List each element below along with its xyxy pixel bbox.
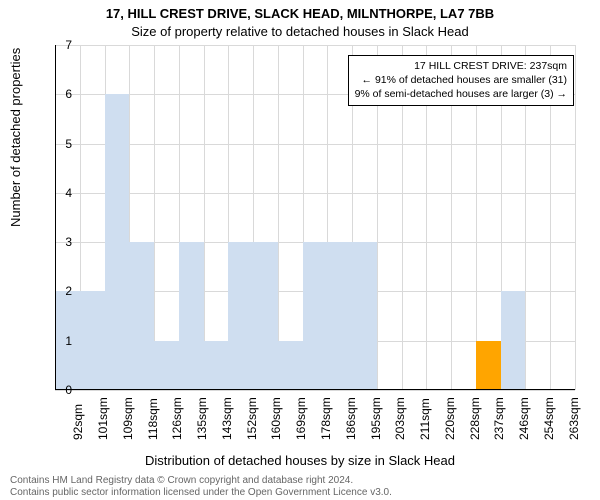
footer-line-2: Contains public sector information licen… bbox=[10, 487, 392, 498]
x-tick-label: 126sqm bbox=[170, 397, 184, 440]
highlight-bar bbox=[476, 341, 501, 390]
x-tick-label: 143sqm bbox=[220, 397, 234, 440]
y-tick-label: 2 bbox=[65, 284, 72, 298]
bar bbox=[80, 291, 105, 390]
x-tick-label: 254sqm bbox=[542, 397, 556, 440]
chart-title-2: Size of property relative to detached ho… bbox=[0, 24, 600, 39]
gridline-h bbox=[55, 390, 575, 391]
x-tick-label: 169sqm bbox=[294, 397, 308, 440]
bar bbox=[129, 242, 154, 390]
x-tick-label: 211sqm bbox=[418, 398, 432, 440]
annotation-box: 17 HILL CREST DRIVE: 237sqm ← 91% of det… bbox=[348, 55, 574, 106]
y-tick-label: 0 bbox=[65, 383, 72, 397]
x-axis-line bbox=[55, 389, 575, 390]
x-tick-label: 195sqm bbox=[369, 397, 383, 440]
bar bbox=[154, 341, 179, 390]
x-tick-label: 263sqm bbox=[567, 397, 581, 440]
y-tick-label: 6 bbox=[65, 87, 72, 101]
bar bbox=[228, 242, 253, 390]
y-tick-label: 1 bbox=[65, 334, 72, 348]
annotation-line-1: 17 HILL CREST DRIVE: 237sqm bbox=[355, 59, 567, 73]
gridline-h bbox=[55, 193, 575, 194]
x-tick-label: 178sqm bbox=[319, 397, 333, 440]
bar bbox=[204, 341, 229, 390]
y-axis-line bbox=[55, 45, 56, 390]
y-tick-label: 5 bbox=[65, 137, 72, 151]
bar bbox=[327, 242, 352, 390]
chart-container: 17, HILL CREST DRIVE, SLACK HEAD, MILNTH… bbox=[0, 0, 600, 500]
y-tick-label: 4 bbox=[65, 186, 72, 200]
x-tick-label: 101sqm bbox=[96, 397, 110, 440]
bar bbox=[501, 291, 526, 390]
x-tick-label: 109sqm bbox=[121, 397, 135, 440]
annotation-line-2: ← 91% of detached houses are smaller (31… bbox=[355, 73, 567, 87]
bar bbox=[303, 242, 328, 390]
x-tick-label: 152sqm bbox=[245, 397, 259, 440]
x-tick-label: 160sqm bbox=[269, 397, 283, 440]
x-tick-label: 118sqm bbox=[146, 398, 160, 440]
x-tick-label: 220sqm bbox=[443, 397, 457, 440]
y-tick-label: 3 bbox=[65, 235, 72, 249]
gridline-v bbox=[154, 45, 155, 390]
y-tick-label: 7 bbox=[65, 38, 72, 52]
chart-title-1: 17, HILL CREST DRIVE, SLACK HEAD, MILNTH… bbox=[0, 6, 600, 21]
gridline-v bbox=[204, 45, 205, 390]
bar bbox=[179, 242, 204, 390]
annotation-line-3: 9% of semi-detached houses are larger (3… bbox=[355, 87, 567, 101]
x-tick-label: 246sqm bbox=[517, 397, 531, 440]
bar bbox=[352, 242, 377, 390]
footer-line-1: Contains HM Land Registry data © Crown c… bbox=[10, 475, 353, 486]
x-tick-label: 186sqm bbox=[344, 397, 358, 440]
bar bbox=[105, 94, 130, 390]
y-axis-label: Number of detached properties bbox=[8, 48, 23, 227]
gridline-v bbox=[278, 45, 279, 390]
gridline-v bbox=[575, 45, 576, 390]
gridline-h bbox=[55, 45, 575, 46]
gridline-h bbox=[55, 144, 575, 145]
x-tick-label: 203sqm bbox=[393, 397, 407, 440]
x-tick-label: 237sqm bbox=[492, 397, 506, 440]
x-tick-label: 135sqm bbox=[195, 397, 209, 440]
x-tick-label: 92sqm bbox=[71, 404, 85, 440]
bar bbox=[278, 341, 303, 390]
bar bbox=[253, 242, 278, 390]
x-axis-label: Distribution of detached houses by size … bbox=[0, 453, 600, 468]
x-tick-label: 228sqm bbox=[468, 397, 482, 440]
